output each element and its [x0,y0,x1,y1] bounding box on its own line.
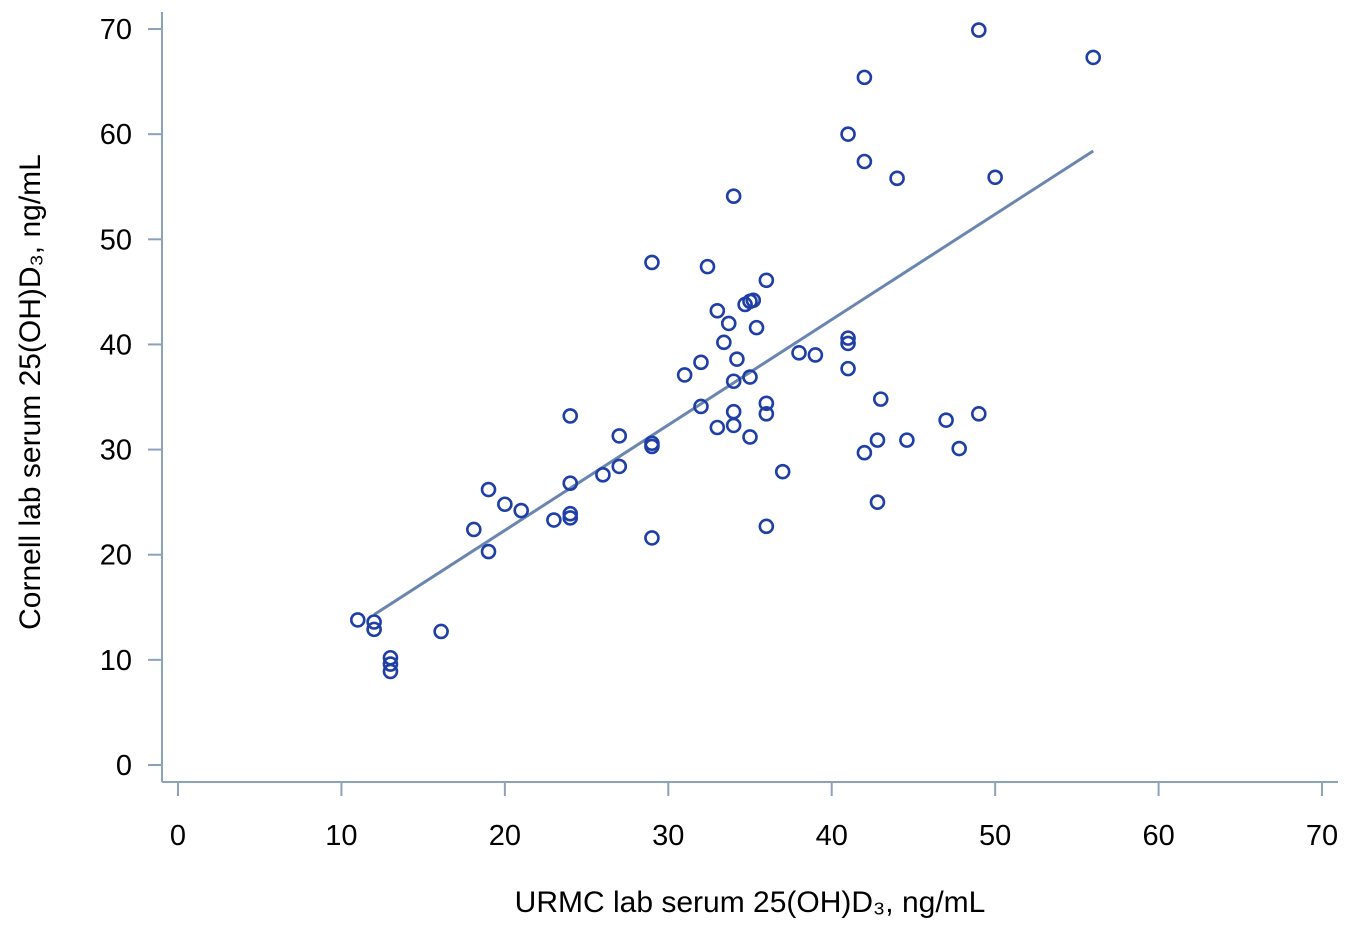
fit-line [373,149,1095,616]
x-tick-label: 10 [325,820,357,852]
y-tick-label: 0 [116,750,132,782]
data-point [971,22,987,38]
data-point [716,334,732,351]
data-point [729,351,745,367]
data-point [840,330,856,346]
x-tick-label: 40 [816,820,848,852]
data-point [611,428,628,444]
data-point [987,169,1003,186]
x-tick-label: 70 [1306,820,1338,852]
data-point [872,391,889,407]
data-point [366,614,382,630]
data-point [433,623,449,640]
y-tick-label: 30 [100,435,132,467]
x-tick-label: 60 [1142,820,1174,852]
data-point [693,354,709,371]
data-point [562,408,579,424]
data-point [709,302,726,319]
y-tick-label: 50 [100,224,132,256]
y-tick-label: 10 [100,645,132,677]
data-point [644,254,660,271]
data-point [644,438,660,455]
data-point [889,170,905,187]
data-point [466,521,482,538]
data-point [513,502,530,519]
data-point [725,373,742,390]
y-axis-title: Cornell lab serum 25(OH)D₃, ng/mL [14,154,47,630]
data-point [938,412,954,428]
data-point [611,458,628,475]
data-point [840,126,856,142]
data-point [562,475,579,492]
data-point [791,345,807,361]
data-point [1085,49,1102,66]
data-point [720,315,737,332]
data-point [869,432,886,448]
data-point [349,612,366,628]
data-point [382,663,399,680]
y-tick-label: 20 [100,540,132,572]
data-point [742,369,758,385]
data-point [856,444,873,461]
data-point [725,188,742,204]
y-tick-label: 40 [100,329,132,361]
data-point [774,463,791,480]
data-point [758,272,775,289]
x-tick-label: 30 [652,820,684,852]
data-point [856,69,873,86]
data-point [562,510,579,526]
data-point [840,335,856,352]
data-point [699,258,716,275]
data-point [725,403,742,420]
data-point [676,367,693,383]
data-point [971,406,987,422]
data-point [758,518,775,535]
data-point [709,419,726,436]
data-point [856,153,873,170]
data-point [644,530,660,546]
data-point [595,467,611,483]
data-point [480,481,497,498]
data-point [840,360,856,377]
data-point [497,496,513,513]
data-points [349,22,1102,680]
x-axis-title: URMC lab serum 25(OH)D₃, ng/mL [515,886,986,919]
y-tick-label: 60 [100,119,132,151]
data-point [899,432,915,448]
data-point [546,512,562,528]
data-point [742,429,758,445]
x-tick-label: 0 [170,820,186,852]
data-point [382,656,399,672]
x-tick-label: 50 [979,820,1011,852]
data-point [758,406,775,422]
fit-line-group [373,149,1095,616]
data-point [748,319,765,336]
data-point [480,543,497,560]
data-point [366,621,382,638]
data-point [951,440,967,457]
data-point [758,395,775,412]
data-point [693,398,709,415]
y-tick-label: 70 [100,14,132,46]
data-point [869,494,886,510]
data-point [725,417,742,434]
data-point [807,347,824,363]
data-point [745,292,762,309]
axes: 0 10 20 30 40 50 60 70 0 10 20 30 40 50 60 70 [100,12,1338,852]
x-tick-label: 20 [489,820,521,852]
